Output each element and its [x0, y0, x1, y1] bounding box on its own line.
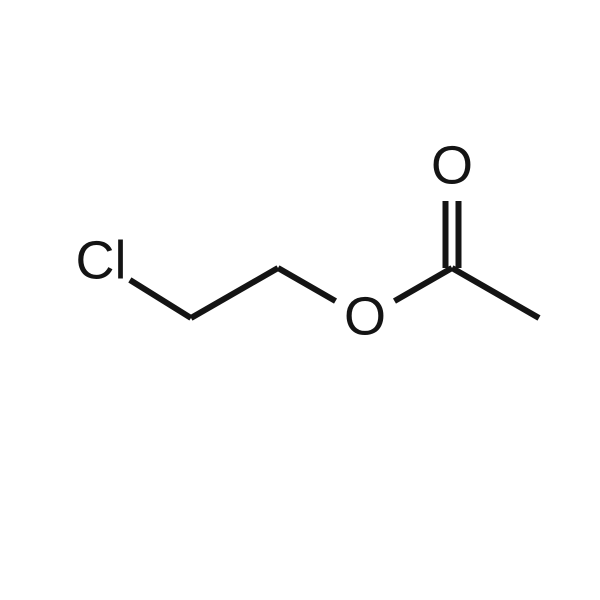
- bond-line: [130, 280, 191, 318]
- bond-line: [191, 268, 278, 318]
- bond-line: [394, 268, 452, 301]
- atom-label-o: O: [344, 286, 386, 346]
- bond-line: [278, 268, 336, 301]
- atom-label-o: O: [431, 135, 473, 195]
- chemical-structure: Cl O O: [0, 0, 600, 600]
- atom-label-cl: Cl: [76, 230, 127, 290]
- bond-line: [452, 268, 539, 318]
